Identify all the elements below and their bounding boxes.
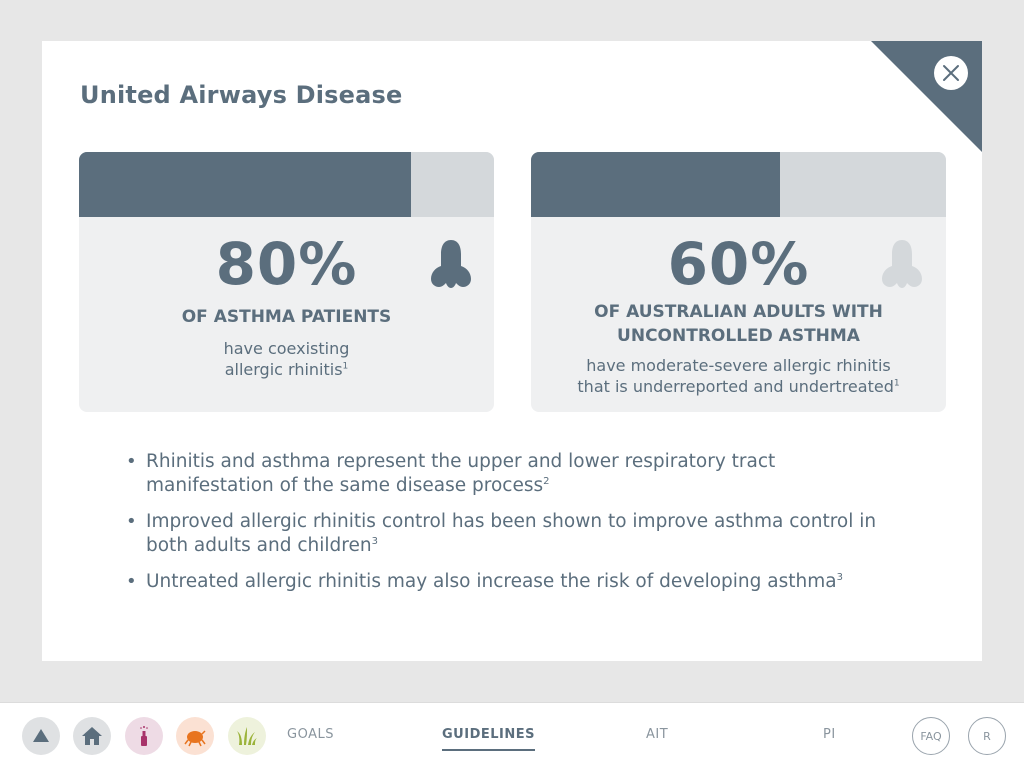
reference-number: 3 (371, 535, 378, 547)
nose-icon (431, 240, 471, 288)
stat-description-line: allergic rhinitis1 (79, 359, 494, 380)
nasal-spray-button[interactable] (125, 717, 163, 755)
grass-icon (237, 727, 257, 745)
bullet-item: • Untreated allergic rhinitis may also in… (126, 570, 886, 594)
bullet-dot: • (126, 571, 137, 592)
stat-heading: OF AUSTRALIAN ADULTS WITH UNCONTROLLED A… (531, 300, 946, 348)
stat-heading-line: OF AUSTRALIAN ADULTS WITH (594, 302, 883, 322)
stat-card-asthma-patients: 80% OF ASTHMA PATIENTS have coexisting a… (79, 152, 494, 412)
stat-bar-fill (79, 152, 411, 217)
bullet-dot: • (126, 451, 137, 472)
close-button[interactable] (934, 56, 968, 90)
stat-description-line: have coexisting (223, 339, 350, 358)
bullet-item: • Improved allergic rhinitis control has … (126, 510, 886, 558)
bullet-list: • Rhinitis and asthma represent the upper… (126, 450, 886, 606)
nav-ait[interactable]: AIT (646, 727, 669, 742)
up-button[interactable] (22, 717, 60, 755)
up-arrow-icon (33, 729, 49, 742)
stat-heading: OF ASTHMA PATIENTS (181, 307, 392, 327)
stat-description-text: allergic rhinitis (224, 360, 343, 379)
bullet-text: Improved allergic rhinitis control has b… (146, 511, 877, 556)
r-button[interactable]: R (968, 717, 1006, 755)
nose-icon (882, 240, 922, 288)
stat-card-australian-adults: 60% OF AUSTRALIAN ADULTS WITH UNCONTROLL… (531, 152, 946, 412)
reference-number: 1 (342, 361, 349, 372)
bullet-dot: • (126, 511, 137, 532)
nav-guidelines[interactable]: GUIDELINES (442, 727, 535, 751)
reference-number: 1 (893, 378, 900, 389)
stat-bar (79, 152, 494, 217)
stat-percent: 80% (215, 230, 358, 298)
reference-number: 2 (543, 475, 550, 487)
stat-bar (531, 152, 946, 217)
close-icon (943, 65, 959, 81)
bullet-text: Untreated allergic rhinitis may also inc… (146, 571, 837, 592)
stat-bar-fill (531, 152, 780, 217)
nasal-spray-icon (140, 726, 148, 746)
nav-pi[interactable]: PI (823, 727, 836, 742)
dust-mite-icon (184, 730, 206, 747)
dust-mite-button[interactable] (176, 717, 214, 755)
home-button[interactable] (73, 717, 111, 755)
stat-description-line: have moderate-severe allergic rhinitis (586, 356, 891, 375)
bullet-text: Rhinitis and asthma represent the upper … (146, 451, 776, 496)
grass-button[interactable] (228, 717, 266, 755)
nav-goals[interactable]: GOALS (287, 727, 334, 742)
corner-fold (871, 41, 982, 152)
stat-heading-line: UNCONTROLLED ASTHMA (617, 326, 860, 346)
modal-title: United Airways Disease (80, 81, 403, 109)
reference-number: 3 (836, 571, 843, 583)
footer-nav: GOALS GUIDELINES AIT PI FAQ R (0, 702, 1024, 768)
bullet-item: • Rhinitis and asthma represent the upper… (126, 450, 886, 498)
stat-description: have moderate-severe allergic rhinitis t… (531, 355, 946, 397)
home-icon (82, 727, 102, 745)
modal-dialog: United Airways Disease 80% OF ASTHMA PAT… (42, 41, 982, 661)
faq-button[interactable]: FAQ (912, 717, 950, 755)
stat-description-text: that is underreported and undertreated (577, 377, 894, 396)
stat-description-line: that is underreported and undertreated1 (531, 376, 946, 397)
stat-description: have coexisting allergic rhinitis1 (79, 338, 494, 380)
stat-percent: 60% (667, 230, 810, 298)
